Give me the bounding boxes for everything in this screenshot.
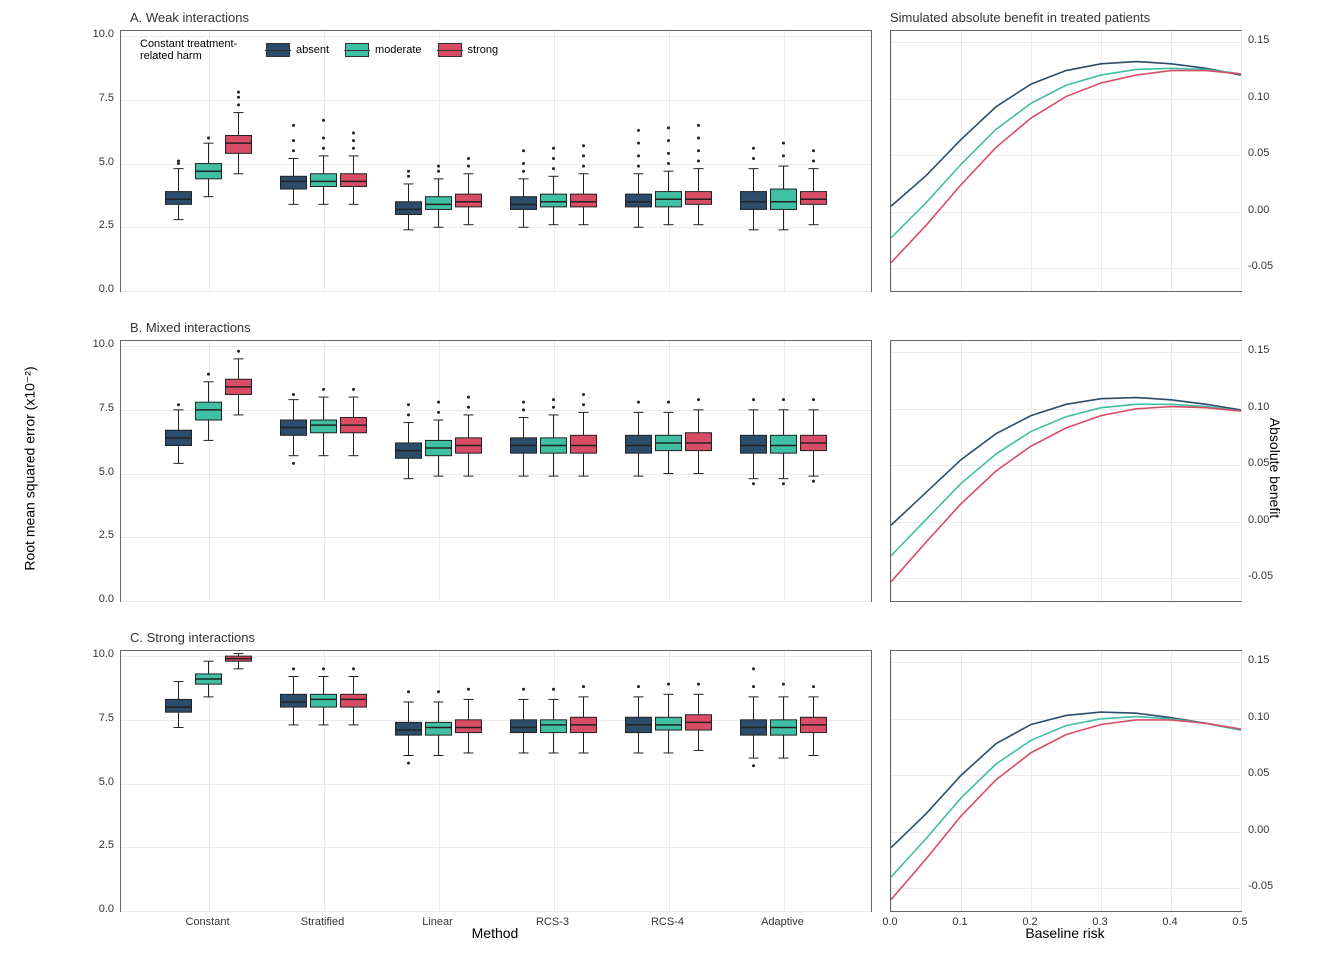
x-axis-right-label: Baseline risk — [890, 925, 1240, 941]
y-right-tick-label: 0.10 — [1248, 401, 1269, 413]
y-tick-label: 10.0 — [74, 28, 114, 40]
y-right-tick-label: -0.05 — [1248, 880, 1273, 892]
boxplot-panel — [120, 650, 872, 912]
y-tick-label: 0.0 — [74, 593, 114, 605]
panel-title-left: B. Mixed interactions — [130, 320, 251, 335]
y-tick-label: 2.5 — [74, 839, 114, 851]
y-right-tick-label: 0.15 — [1248, 344, 1269, 356]
y-right-tick-label: -0.05 — [1248, 260, 1273, 272]
panel-title-left: A. Weak interactions — [130, 10, 249, 25]
panel-title-right: Simulated absolute benefit in treated pa… — [890, 10, 1150, 25]
y-right-tick-label: 0.00 — [1248, 514, 1269, 526]
y-tick-label: 7.5 — [74, 402, 114, 414]
figure-container: Root mean squared error (x10⁻²) Absolute… — [60, 10, 1290, 940]
y-tick-label: 10.0 — [74, 338, 114, 350]
legend-title: Constant treatment- related harm — [140, 38, 260, 62]
y-right-tick-label: 0.00 — [1248, 824, 1269, 836]
y-tick-label: 0.0 — [74, 283, 114, 295]
legend-label: moderate — [375, 44, 421, 56]
y-tick-label: 5.0 — [74, 466, 114, 478]
y-tick-label: 2.5 — [74, 529, 114, 541]
y-right-tick-label: 0.05 — [1248, 767, 1269, 779]
y-right-tick-label: 0.15 — [1248, 34, 1269, 46]
panel-title-left: C. Strong interactions — [130, 630, 255, 645]
y-tick-label: 7.5 — [74, 712, 114, 724]
legend: Constant treatment- related harm absent mo… — [140, 38, 508, 62]
panel-row-C: C. Strong interactions0.02.55.07.510.0Co… — [60, 630, 1290, 920]
y-right-tick-label: 0.10 — [1248, 711, 1269, 723]
y-tick-label: 2.5 — [74, 219, 114, 231]
y-tick-label: 5.0 — [74, 776, 114, 788]
curve-panel — [890, 340, 1242, 602]
y-right-tick-label: 0.10 — [1248, 91, 1269, 103]
panel-row-B: B. Mixed interactions 0.0 2.5 5.0 7.5 10.0 -0.… — [60, 320, 1290, 610]
legend-key-strong — [438, 43, 462, 57]
boxplot-panel — [120, 340, 872, 602]
y-tick-label: 10.0 — [74, 648, 114, 660]
y-tick-label: 7.5 — [74, 92, 114, 104]
y-right-tick-label: 0.05 — [1248, 147, 1269, 159]
legend-key-absent — [266, 43, 290, 57]
y-right-tick-label: 0.00 — [1248, 204, 1269, 216]
y-right-tick-label: -0.05 — [1248, 570, 1273, 582]
legend-key-moderate — [345, 43, 369, 57]
y-axis-left-label: Root mean squared error (x10⁻²) — [22, 319, 39, 619]
y-tick-label: 5.0 — [74, 156, 114, 168]
curve-panel — [890, 30, 1242, 292]
curve-panel — [890, 650, 1242, 912]
boxplot-panel — [120, 30, 872, 292]
legend-label: absent — [296, 44, 329, 56]
legend-label: strong — [468, 44, 499, 56]
y-tick-label: 0.0 — [74, 903, 114, 915]
x-axis-left-label: Method — [120, 925, 870, 941]
y-right-tick-label: 0.05 — [1248, 457, 1269, 469]
panel-row-A: A. Weak interactions Simulated absolute b… — [60, 10, 1290, 300]
y-right-tick-label: 0.15 — [1248, 654, 1269, 666]
